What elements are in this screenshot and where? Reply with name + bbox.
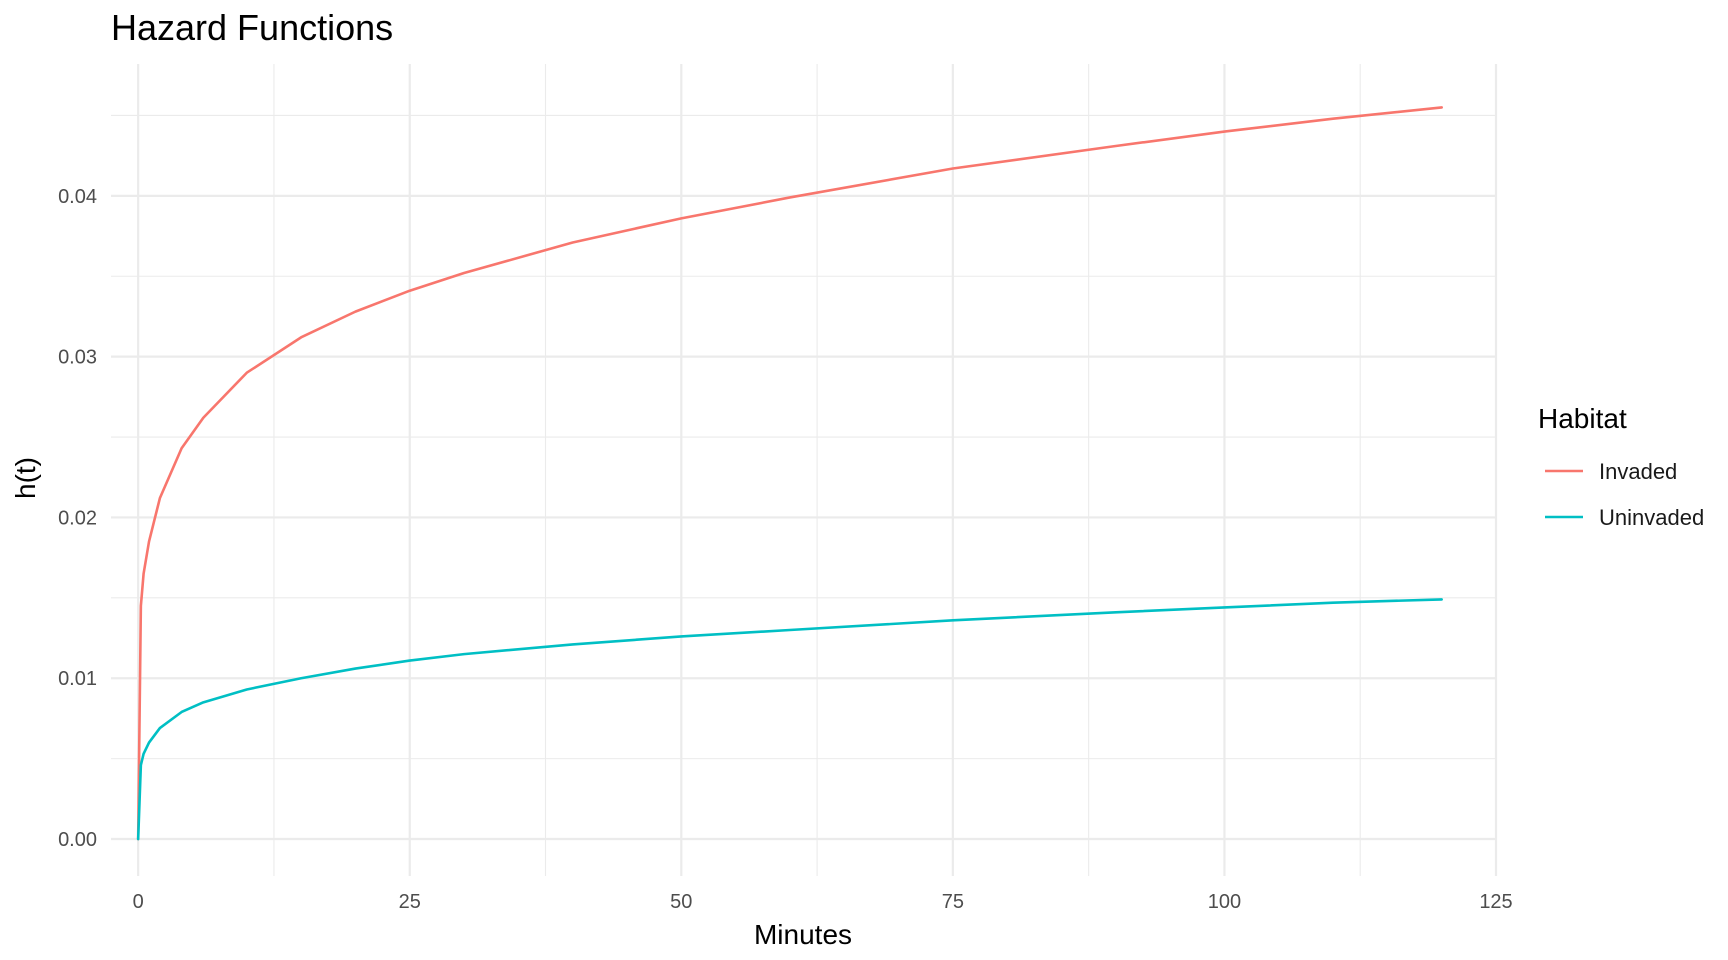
series-line-invaded <box>136 106 1443 841</box>
x-tick-label: 50 <box>670 891 692 913</box>
y-tick-label: 0.02 <box>58 507 97 529</box>
legend-label-invaded: Invaded <box>1599 459 1677 484</box>
y-axis-title: h(t) <box>10 457 41 499</box>
legend-items: Invaded Uninvaded <box>1545 459 1704 530</box>
x-tick-label: 25 <box>399 891 421 913</box>
y-axis-ticks: 0.00 0.01 0.02 0.03 0.04 <box>58 186 97 851</box>
legend-label-uninvaded: Uninvaded <box>1599 505 1704 530</box>
y-tick-label: 0.03 <box>58 347 97 369</box>
y-tick-label: 0.01 <box>58 668 97 690</box>
chart-title: Hazard Functions <box>111 7 393 48</box>
y-tick-label: 0.00 <box>58 829 97 851</box>
major-gridlines <box>111 64 1498 876</box>
legend: Habitat Invaded Uninvaded <box>1538 403 1704 530</box>
legend-title: Habitat <box>1538 403 1627 434</box>
x-tick-label: 125 <box>1479 891 1512 913</box>
series-lines <box>136 106 1443 841</box>
series-line-uninvaded <box>136 598 1443 841</box>
x-tick-label: 0 <box>133 891 144 913</box>
x-tick-label: 75 <box>942 891 964 913</box>
y-tick-label: 0.04 <box>58 186 97 208</box>
minor-gridlines <box>111 64 1496 876</box>
x-axis-ticks: 0 25 50 75 100 125 <box>133 891 1513 913</box>
x-tick-label: 100 <box>1208 891 1241 913</box>
x-axis-title: Minutes <box>754 919 852 950</box>
